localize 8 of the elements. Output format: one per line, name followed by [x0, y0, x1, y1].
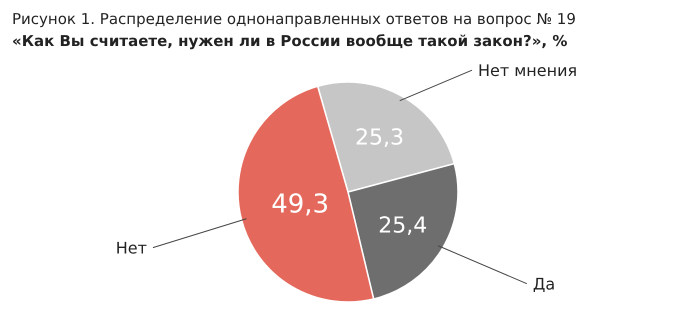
data-label: 25,3 — [354, 125, 404, 150]
data-label: 25,4 — [378, 214, 428, 239]
slice-label: Нет мнения — [478, 61, 578, 80]
chart-title: Рисунок 1. Распределение однонаправленных ответов на вопрос № 19 — [12, 10, 576, 28]
chart-subtitle: «Как Вы считаете, нужен ли в России вообще такой закон?», % — [12, 32, 568, 50]
data-label: 49,3 — [271, 190, 330, 220]
slice-label: Да — [532, 274, 556, 294]
slice-label: Нет — [116, 238, 147, 258]
